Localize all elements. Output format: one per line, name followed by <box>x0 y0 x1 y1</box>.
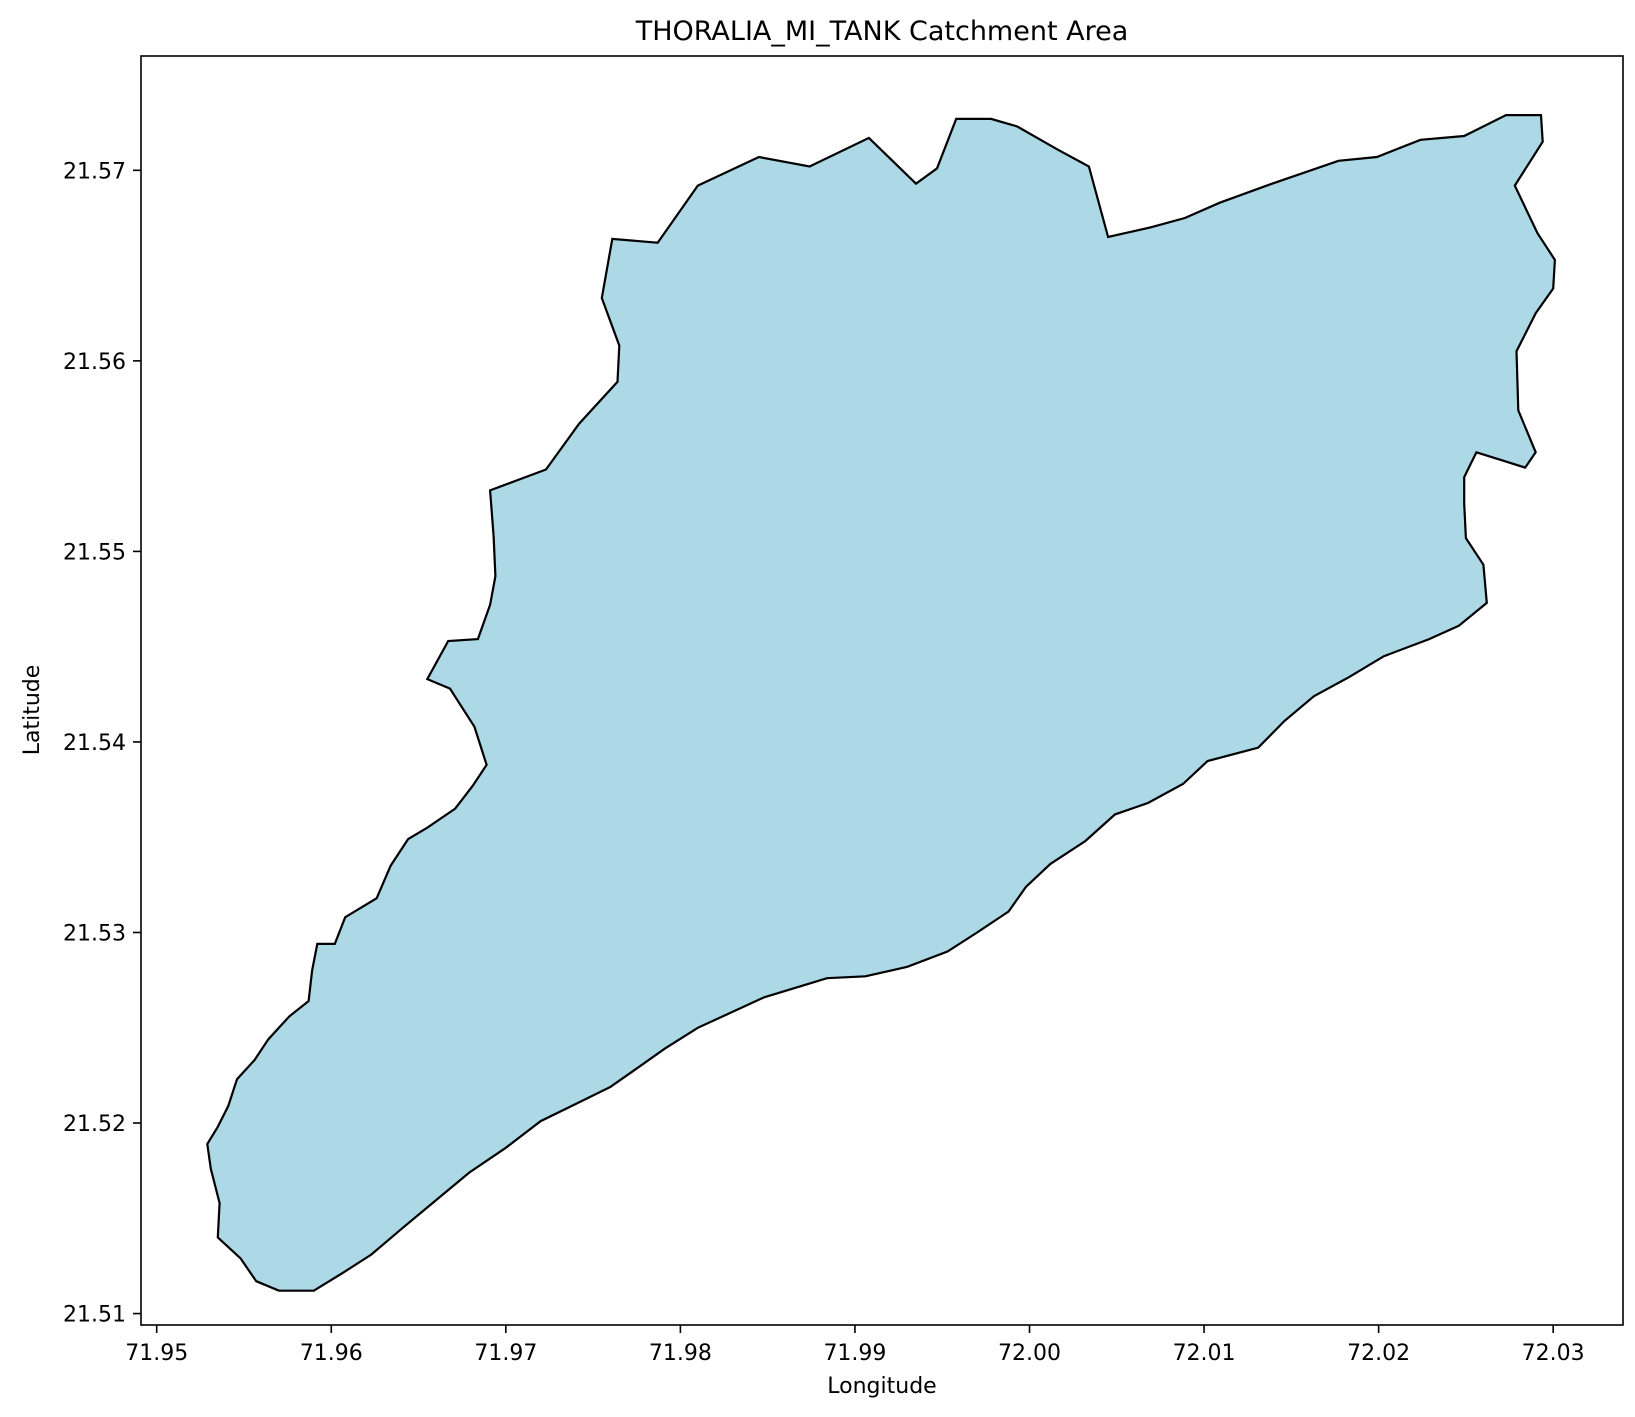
y-tick-label: 21.55 <box>63 540 126 565</box>
y-tick-label: 21.54 <box>63 731 126 756</box>
x-tick-label: 71.98 <box>649 1341 712 1366</box>
y-tick-label: 21.52 <box>63 1112 126 1137</box>
y-tick-label: 21.53 <box>63 921 126 946</box>
x-tick-label: 71.97 <box>474 1341 537 1366</box>
catchment-polygon <box>206 114 1557 1292</box>
y-tick-label: 21.57 <box>63 159 126 184</box>
x-tick-label: 72.00 <box>998 1341 1061 1366</box>
x-axis: 71.95 71.96 71.97 71.98 71.99 72.00 72.01 72.02… <box>125 1325 1585 1366</box>
plot-area <box>140 55 1624 1326</box>
y-axis: 21.51 21.52 21.53 21.54 21.55 21.56 21.57 <box>63 159 141 1328</box>
y-tick-label: 21.56 <box>63 350 126 375</box>
x-tick-label: 72.01 <box>1173 1341 1236 1366</box>
x-tick-label: 72.02 <box>1347 1341 1410 1366</box>
x-tick-label: 71.95 <box>125 1341 188 1366</box>
plot-frame <box>140 55 1624 1326</box>
y-tick-label: 21.51 <box>63 1303 126 1328</box>
x-tick-label: 71.99 <box>823 1341 886 1366</box>
y-axis-title: Latitude <box>20 665 45 756</box>
x-tick-label: 72.03 <box>1522 1341 1585 1366</box>
chart-title: THORALIA_MI_TANK Catchment Area <box>635 16 1129 47</box>
x-axis-title: Longitude <box>827 1374 936 1399</box>
x-tick-label: 71.96 <box>300 1341 363 1366</box>
